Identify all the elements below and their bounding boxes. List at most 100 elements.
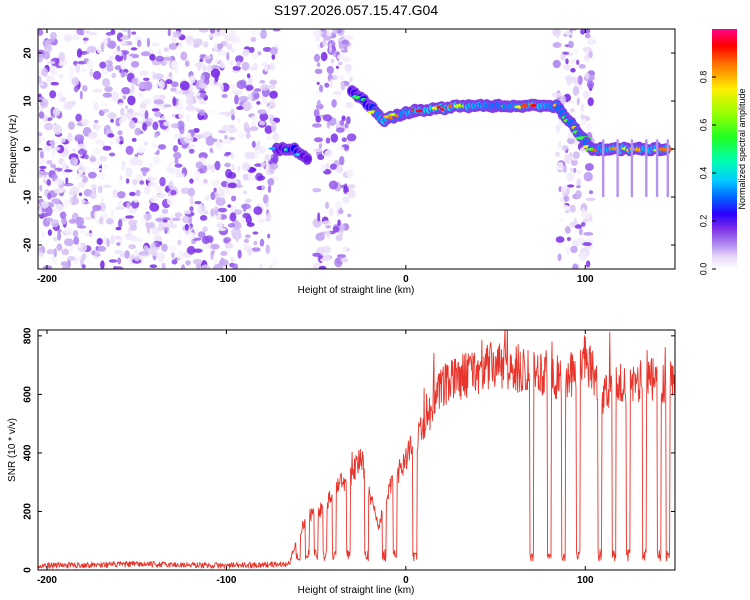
noise-blob-2 [562,64,572,71]
x-tick-label: 0 [403,575,409,586]
noise-blob-0 [60,261,69,267]
noise-blob-2 [570,68,576,73]
noise-blob-0 [227,172,237,179]
noise-blob-0 [49,90,57,99]
noise-blob-0 [54,203,64,213]
noise-blob-0 [53,236,58,242]
noise-blob-0 [158,79,165,90]
noise-blob-0 [167,29,171,37]
noise-blob-0 [114,250,124,255]
noise-blob-0 [100,260,105,269]
noise-blob-0 [64,169,73,173]
noise-blob-0 [226,181,230,190]
noise-blob-0 [129,207,137,214]
noise-blob-1 [322,39,327,47]
noise-blob-0 [102,78,110,87]
noise-blob-0 [124,233,132,237]
noise-blob-0 [159,176,166,187]
noise-blob-1 [333,90,342,96]
noise-blob-0 [237,249,242,259]
noise-blob-0 [46,179,51,186]
noise-blob-0 [42,176,49,181]
noise-blob-0 [152,156,160,165]
noise-blob-0 [137,39,142,48]
noise-blob-0 [178,110,185,120]
noise-blob-0 [53,124,63,135]
noise-blob-1 [325,229,331,239]
noise-blob-2 [552,59,561,69]
noise-blob-2 [566,137,576,145]
noise-blob-0 [228,136,236,141]
noise-blob-0 [130,60,140,68]
noise-blob-0 [43,265,53,269]
noise-blob-0 [194,62,204,67]
noise-blob-0 [161,185,166,190]
ridge-core [658,147,674,151]
noise-blob-0 [193,170,201,179]
noise-blob-0 [97,185,103,194]
noise-blob-1 [335,146,345,151]
noise-blob-0 [99,61,107,69]
noise-blob-1 [337,209,344,215]
noise-blob-0 [108,55,115,62]
noise-blob-0 [247,94,253,101]
noise-blob-2 [580,103,585,113]
noise-blob-1 [341,39,349,45]
noise-blob-1 [321,220,332,225]
noise-blob-0 [181,173,185,178]
noise-blob-0 [120,62,126,70]
noise-blob-0 [210,179,221,186]
noise-blob-0 [107,40,117,49]
noise-blob-0 [215,141,222,149]
ridge-mid [303,155,312,163]
noise-blob-0 [59,211,67,219]
noise-blob-0 [257,175,266,181]
noise-blob-0 [44,43,53,53]
noise-blob-0 [51,198,61,205]
noise-blob-0 [51,149,56,158]
noise-blob-0 [264,63,269,72]
noise-blob-1 [311,123,322,128]
noise-blob-0 [95,124,100,132]
noise-blob-0 [122,95,127,100]
noise-blob-0 [142,122,148,131]
noise-blob-1 [339,119,345,126]
noise-blob-2 [555,151,561,158]
noise-blob-0 [272,153,279,164]
noise-blob-0 [52,108,61,117]
noise-blob-0 [229,84,238,90]
noise-blob-0 [76,48,83,58]
noise-blob-0 [251,140,256,148]
noise-blob-0 [38,251,45,258]
noise-blob-0 [186,114,191,122]
noise-blob-0 [263,194,269,205]
noise-blob-0 [226,51,230,61]
noise-blob-0 [188,232,196,240]
noise-blob-2 [564,154,573,164]
noise-blob-0 [139,81,149,90]
noise-blob-0 [163,47,170,52]
noise-blob-1 [332,75,338,81]
noise-blob-0 [176,250,183,260]
noise-blob-0 [260,29,267,39]
noise-blob-0 [68,219,77,224]
noise-blob-0 [101,102,108,107]
noise-blob-2 [577,75,583,85]
noise-blob-0 [129,191,136,197]
colorbar-tick-label: 0.6 [698,119,708,132]
noise-blob-0 [214,209,219,216]
noise-blob-2 [563,195,569,202]
y-tick-label: 400 [23,444,34,461]
noise-blob-0 [94,211,98,220]
noise-blob-0 [157,144,167,150]
noise-blob-2 [581,207,586,218]
noise-blob-0 [272,121,277,127]
noise-blob-0 [125,145,134,155]
noise-blob-2 [566,237,571,241]
noise-blob-0 [50,32,57,40]
noise-blob-0 [134,153,139,158]
noise-blob-0 [153,111,162,118]
colorbar-tick-label: 0.2 [698,215,708,228]
noise-blob-0 [189,206,194,212]
noise-blob-0 [73,85,79,93]
